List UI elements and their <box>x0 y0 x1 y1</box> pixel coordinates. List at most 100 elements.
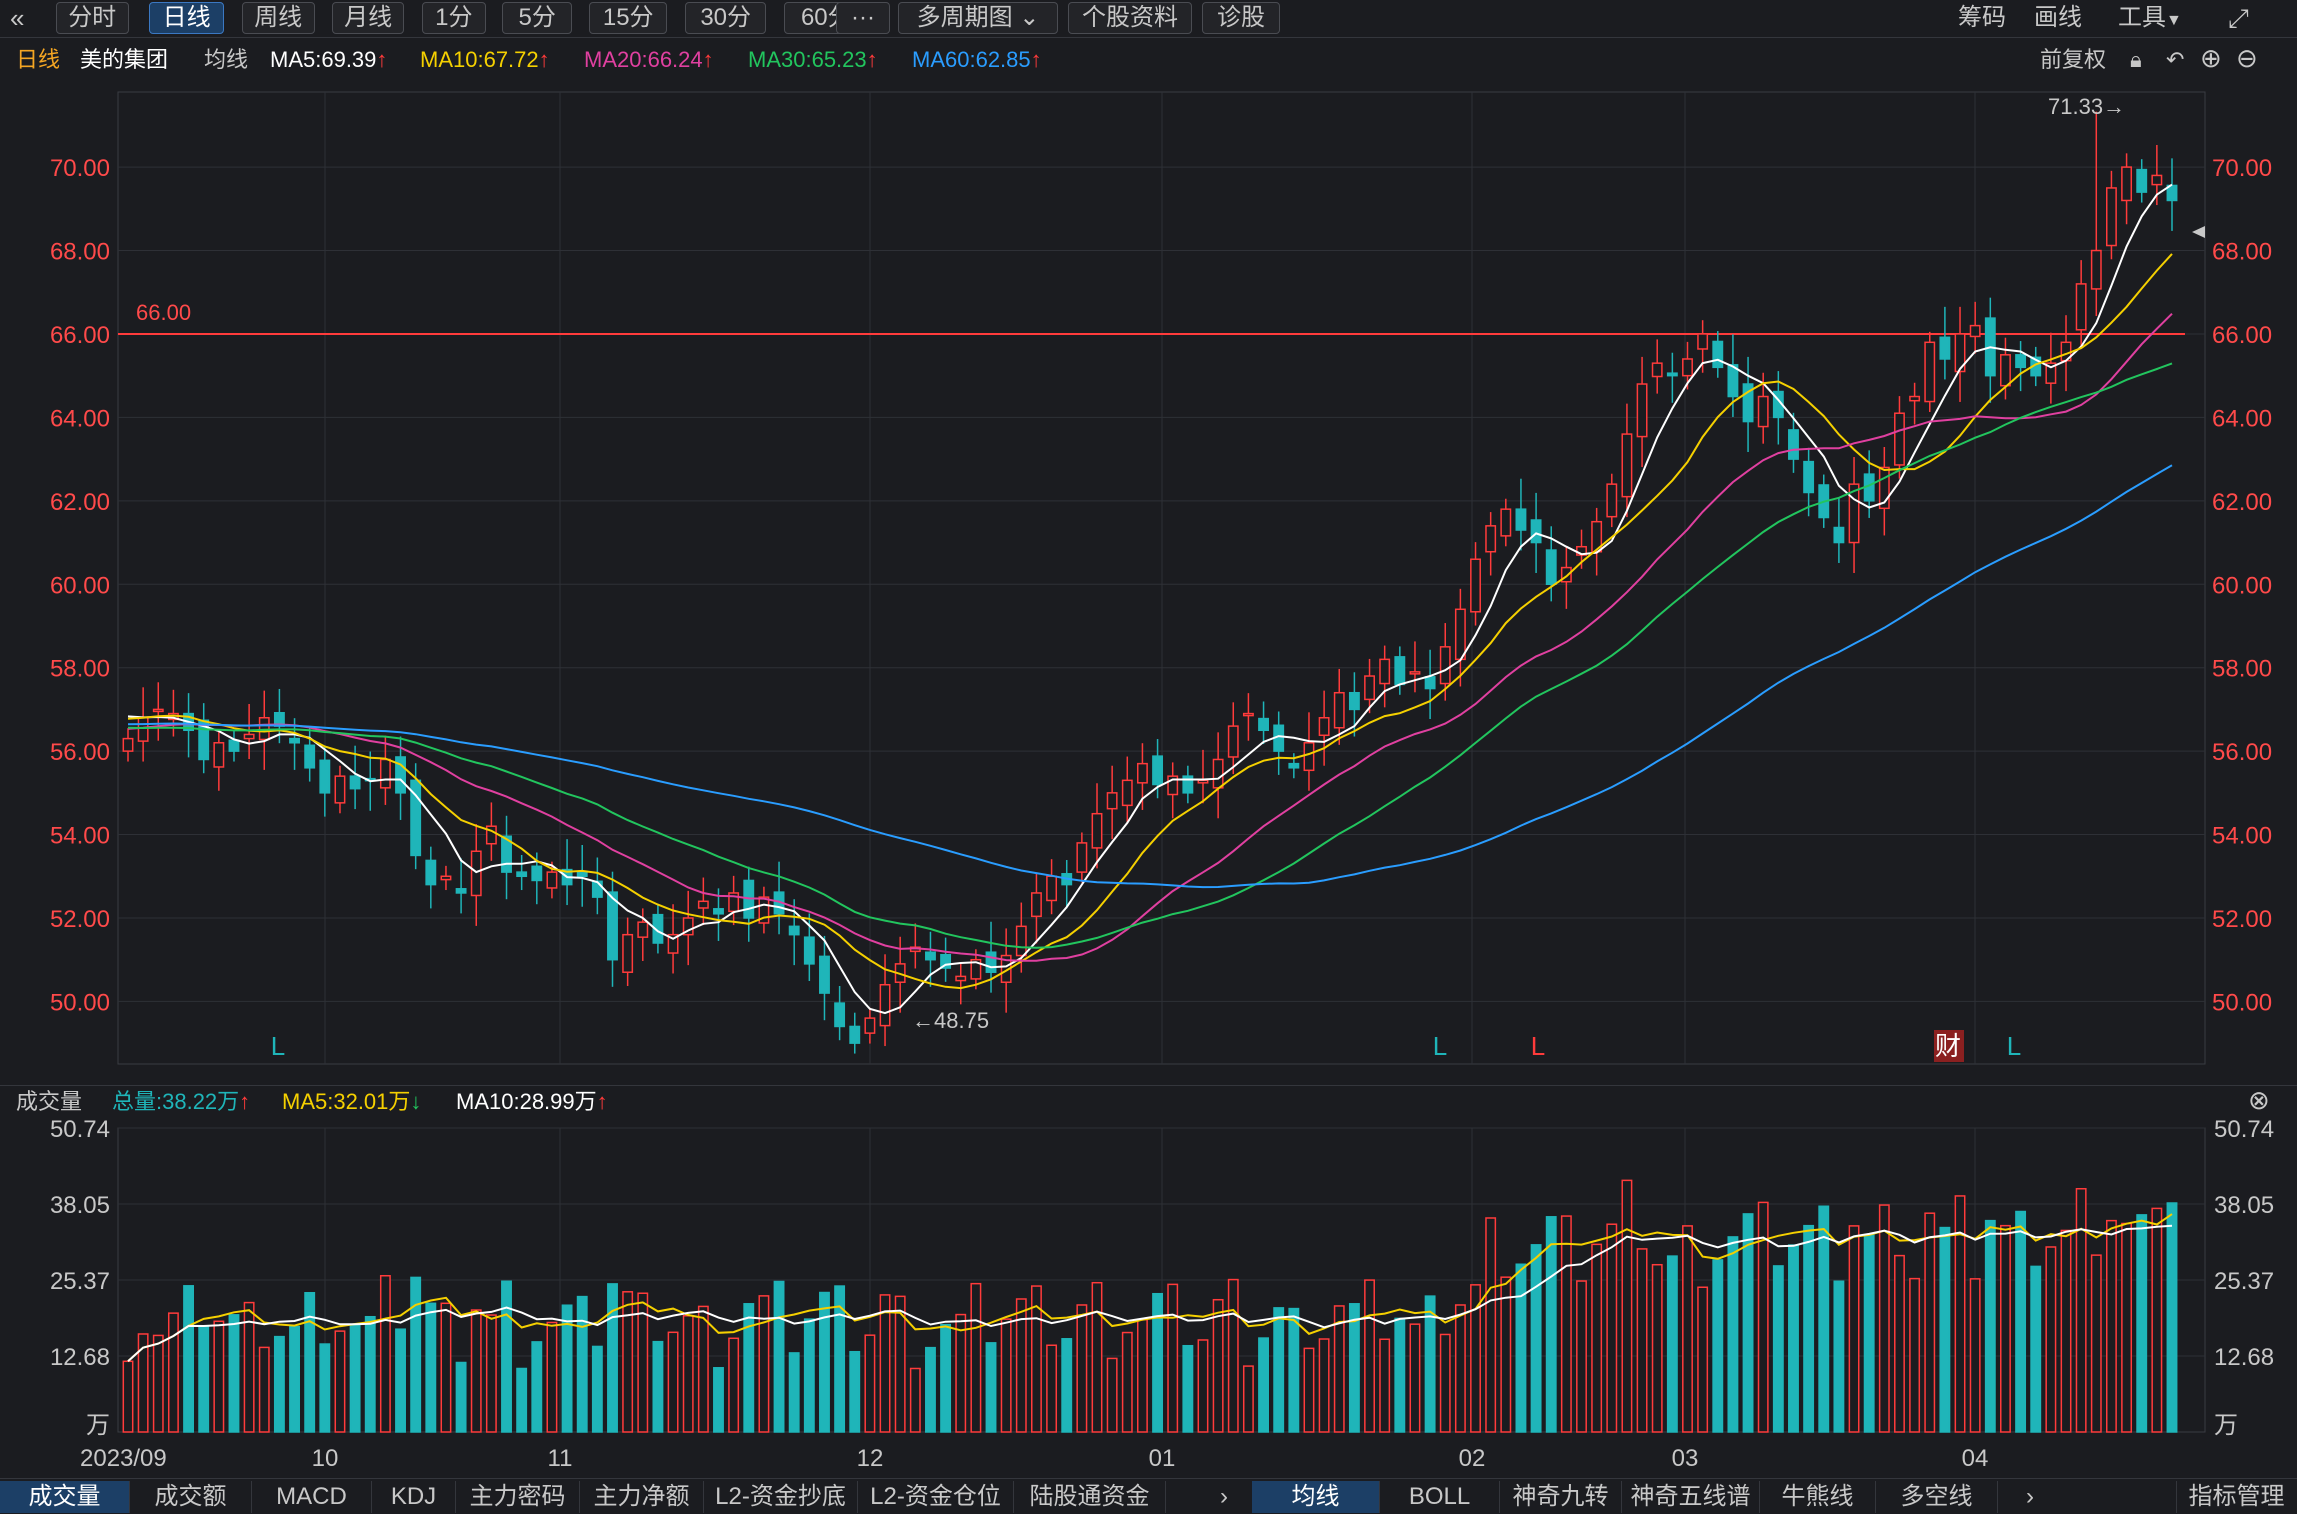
candle <box>425 859 437 886</box>
volume-bar <box>1136 1318 1148 1433</box>
candle <box>713 908 724 915</box>
volume-bar <box>1364 1279 1375 1433</box>
candle <box>1924 341 1936 403</box>
volume-bar <box>2151 1207 2163 1433</box>
period-tab[interactable]: 日线 <box>148 2 225 34</box>
volume-bar <box>970 1282 982 1433</box>
indicator-tab[interactable]: 主力密码 <box>456 1481 580 1513</box>
period-tab[interactable]: 月线 <box>331 2 405 34</box>
tools-button[interactable]: 工具▼ <box>2118 2 2182 34</box>
caret-down-icon: ▼ <box>2166 12 2182 29</box>
period-tab[interactable]: 5分 <box>502 2 573 34</box>
candle <box>1015 925 1027 957</box>
volume-bar <box>940 1323 952 1433</box>
signal-marker: L <box>2007 1031 2021 1061</box>
indicator-tab[interactable]: MACD <box>252 1481 372 1513</box>
volume-bar <box>1061 1338 1073 1433</box>
candle <box>2045 362 2057 384</box>
lock-icon[interactable]: 🔒︎ <box>2130 47 2142 72</box>
volume-bar <box>1258 1337 1269 1433</box>
volume-bar <box>1682 1225 1693 1433</box>
candle <box>1242 712 1254 717</box>
draw-button[interactable]: 画线 <box>2034 4 2082 31</box>
indicator-tab[interactable]: 多空线 <box>1876 1481 1998 1513</box>
candle <box>2090 249 2102 290</box>
candle <box>788 925 800 936</box>
candle <box>1697 333 1709 350</box>
back-icon[interactable]: « <box>10 3 25 33</box>
ma30-value: MA30:65.23↑ <box>748 46 878 74</box>
volume-bar <box>697 1305 709 1433</box>
volume-bar <box>1909 1277 1921 1433</box>
period-tab[interactable]: 分时 <box>55 2 129 34</box>
volume-bar <box>1848 1225 1860 1433</box>
indicator-tab[interactable]: 主力净额 <box>580 1481 704 1513</box>
indicator-tab[interactable]: L2-资金仓位 <box>858 1481 1014 1513</box>
period-tab[interactable]: 1分 <box>421 2 486 34</box>
chevron-right-icon[interactable]: › <box>2026 1483 2034 1510</box>
indicator-tab[interactable]: 成交量 <box>0 1481 130 1513</box>
indicator-tab[interactable]: 牛熊线 <box>1760 1481 1876 1513</box>
volume-bar <box>1318 1338 1330 1433</box>
indicator-tab[interactable]: 神奇五线谱 <box>1622 1481 1760 1513</box>
volume-bar <box>2136 1214 2148 1433</box>
chips-button[interactable]: 筹码 <box>1958 4 2006 31</box>
candle <box>819 955 830 994</box>
period-tab[interactable]: 15分 <box>589 2 668 34</box>
period-tab[interactable]: 30分 <box>685 2 767 34</box>
adjust-button[interactable]: 前复权 <box>2040 47 2107 72</box>
volume-chart[interactable]: 50.74 50.74 38.05 38.05 25.37 25.37 12.68 12.68… <box>0 1095 2297 1475</box>
volume-bar <box>561 1304 573 1433</box>
zoom-in-icon[interactable]: ⊕ <box>2200 43 2222 73</box>
candle <box>940 953 952 969</box>
arrow-up-icon: ↑ <box>702 47 714 72</box>
indicator-manage-button[interactable]: 指标管理 <box>2176 1481 2296 1513</box>
candle <box>1833 526 1845 544</box>
period-tab[interactable]: 周线 <box>241 2 315 34</box>
more-periods-button[interactable]: ··· <box>836 2 890 34</box>
candle <box>1106 792 1118 810</box>
volume-bar <box>2015 1210 2027 1433</box>
stock-info-button[interactable]: 个股资料 <box>1068 2 1192 34</box>
volume-bar <box>1666 1255 1678 1433</box>
indicator-tab[interactable]: 陆股通资金 <box>1014 1481 1166 1513</box>
price-tick-left: 68.00 <box>50 239 110 266</box>
undo-icon[interactable]: ↶ <box>2166 47 2185 72</box>
candle <box>213 742 225 768</box>
indicator-tab[interactable]: BOLL <box>1380 1481 1500 1513</box>
stock-name[interactable]: 美的集团 <box>80 47 169 72</box>
close-indicator-icon[interactable]: ⊗ <box>2248 1085 2270 1115</box>
volume-bar <box>1348 1303 1360 1433</box>
price-chart[interactable]: 70.00 70.00 68.00 68.00 66.00 66.00 64.00 64.00… <box>0 80 2297 1080</box>
candle <box>925 951 936 961</box>
candle <box>410 779 422 857</box>
indicator-tab[interactable]: L2-资金抄底 <box>704 1481 858 1513</box>
volume-bar <box>122 1360 134 1433</box>
ma-label[interactable]: 均线 <box>204 47 249 72</box>
volume-bar <box>879 1294 891 1433</box>
volume-tick-left: 12.68 <box>50 1344 110 1371</box>
volume-tick-right: 38.05 <box>2214 1192 2274 1219</box>
volume-bar <box>1576 1280 1587 1433</box>
multi-period-button[interactable]: 多周期图 ⌄ <box>898 2 1058 34</box>
chevron-right-icon[interactable]: › <box>1220 1483 1228 1510</box>
zoom-out-icon[interactable]: ⊖ <box>2236 43 2258 73</box>
diagnose-button[interactable]: 诊股 <box>1202 2 1280 34</box>
indicator-tab[interactable]: 成交额 <box>130 1481 252 1513</box>
volume-bar <box>167 1312 179 1433</box>
fullscreen-icon[interactable]: ⤢ <box>2228 3 2249 33</box>
candle <box>1954 333 1966 373</box>
candle <box>1621 433 1633 498</box>
volume-bar <box>531 1341 543 1433</box>
candle <box>1969 324 1981 338</box>
ma30-text: MA30:65.23 <box>748 47 867 72</box>
indicator-tab[interactable]: 均线 <box>1252 1481 1380 1513</box>
indicator-tab[interactable]: 神奇九转 <box>1500 1481 1622 1513</box>
volume-bar <box>1394 1317 1406 1433</box>
candle <box>1606 483 1618 518</box>
candle <box>576 871 588 878</box>
candle <box>1712 340 1724 369</box>
indicator-tab[interactable]: KDJ <box>372 1481 456 1513</box>
volume-bar <box>425 1302 437 1433</box>
volume-bar <box>637 1292 649 1433</box>
